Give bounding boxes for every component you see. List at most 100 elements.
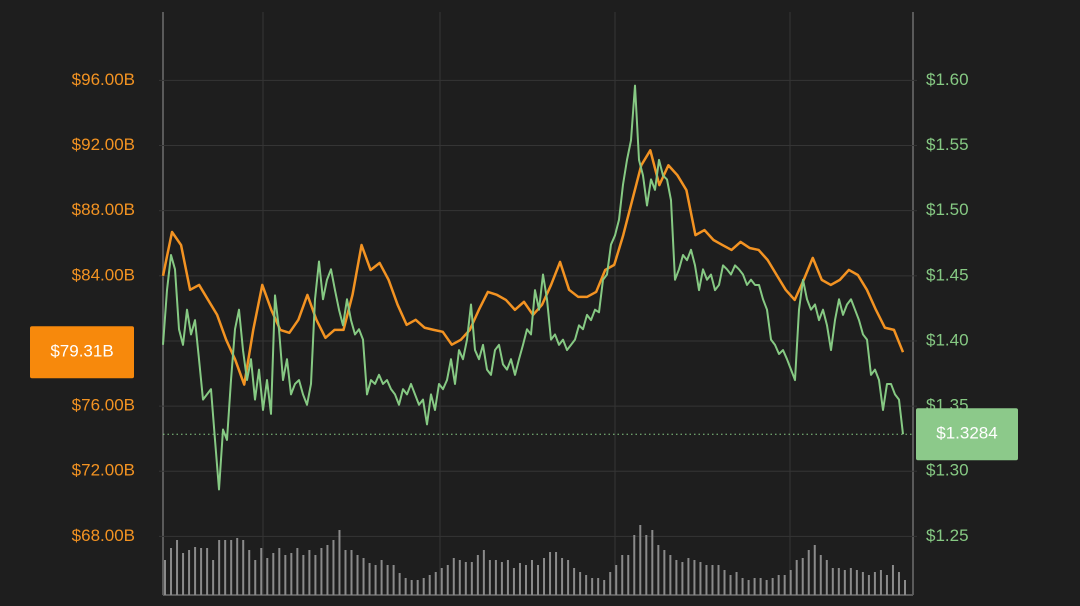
volume-bar [206,548,209,595]
volume-bar [639,525,642,595]
volume-bar [386,565,389,595]
volume-bar [837,568,840,595]
volume-bar [573,568,576,595]
volume-bar [561,558,564,595]
volume-bar [873,572,876,595]
volume-bar [170,548,173,595]
volume-bar [338,530,341,595]
volume-bar [308,550,311,595]
volume-bar [458,560,461,595]
volume-bar [422,578,425,595]
volume-bar [392,565,395,595]
volume-bar [904,580,906,595]
volume-bar [518,563,521,595]
volume-bar [434,572,437,595]
volume-bar [362,558,365,595]
volume-bar [476,555,479,595]
volume-bar [603,580,606,595]
volume-bar [621,555,624,595]
volume-bar [278,548,281,595]
volume-bar [753,578,756,595]
y2-tick-label: $1.50 [926,200,969,219]
volume-bar [236,538,239,595]
volume-bar [855,570,858,595]
volume-bar [350,550,353,595]
volume-bar [218,540,221,595]
y2-tick-label: $1.25 [926,526,969,545]
volume-bar [200,548,203,595]
last-value-label: $1.3284 [936,424,997,443]
y2-tick-label: $1.30 [926,461,969,480]
volume-bar [530,560,533,595]
y-tick-label: $96.00B [72,70,135,89]
volume-bar [897,572,900,595]
volume-bar [248,550,251,595]
y2-tick-label: $1.45 [926,265,969,284]
volume-bar [260,548,263,595]
volume-bar [452,558,455,595]
volume-bar [609,572,612,595]
volume-bar [705,565,708,595]
volume-bar [374,565,377,595]
volume-bar [404,578,407,595]
volume-bar [771,578,774,595]
volume-bar [687,558,690,595]
volume-bar [266,558,269,595]
volume-bar [759,578,762,595]
volume-bar [176,540,179,595]
volume-bar [470,562,473,595]
y2-tick-label: $1.40 [926,330,969,349]
volume-bar [242,540,245,595]
volume-bar [777,575,780,595]
vertical-grid [262,12,791,595]
volume-bar [494,560,497,595]
volume-bar [446,565,449,595]
volume-bar [861,572,864,595]
y-tick-label: $72.00B [72,461,135,480]
volume-bar [488,560,491,595]
volume-bar [320,548,323,595]
volume-bar [891,565,894,595]
volume-bar [849,568,852,595]
volume-bar [741,578,744,595]
volume-bar [332,540,335,595]
volume-bar [729,575,732,595]
volume-bar [344,550,347,595]
volume-bar [464,562,467,595]
volume-bar [831,568,834,595]
volume-bar [657,545,660,595]
volume-bar [302,555,305,595]
volume-bar [663,550,666,595]
volume-bar [440,568,443,595]
volume-bar [254,560,257,595]
volume-bar [537,565,540,595]
volume-bar [885,575,888,595]
volume-bar [669,555,672,595]
volume-bar [717,565,720,595]
volume-bar [368,563,371,595]
volume-bar [843,570,846,595]
volume-bar [506,560,509,595]
volume-bar [164,560,166,595]
volume-bar [735,572,738,595]
y-tick-label: $68.00B [72,526,135,545]
volume-bar [284,555,287,595]
volume-bar [416,580,419,595]
volume-bar [765,580,768,595]
y-tick-label: $76.00B [72,396,135,415]
volume-bar [182,553,185,595]
volume-bar [524,565,527,595]
volume-bar [194,547,197,595]
volume-bar [567,560,570,595]
volume-bar [585,575,588,595]
volume-bar [693,560,696,595]
price-line [162,84,904,491]
volume-bar [789,570,792,595]
y-tick-label: $92.00B [72,135,135,154]
volume-bar [681,562,684,595]
volume-bar [428,575,431,595]
volume-bar [272,553,275,595]
volume-bar [326,545,329,595]
last-value-badge [916,408,1018,461]
volume-bar [801,558,804,595]
